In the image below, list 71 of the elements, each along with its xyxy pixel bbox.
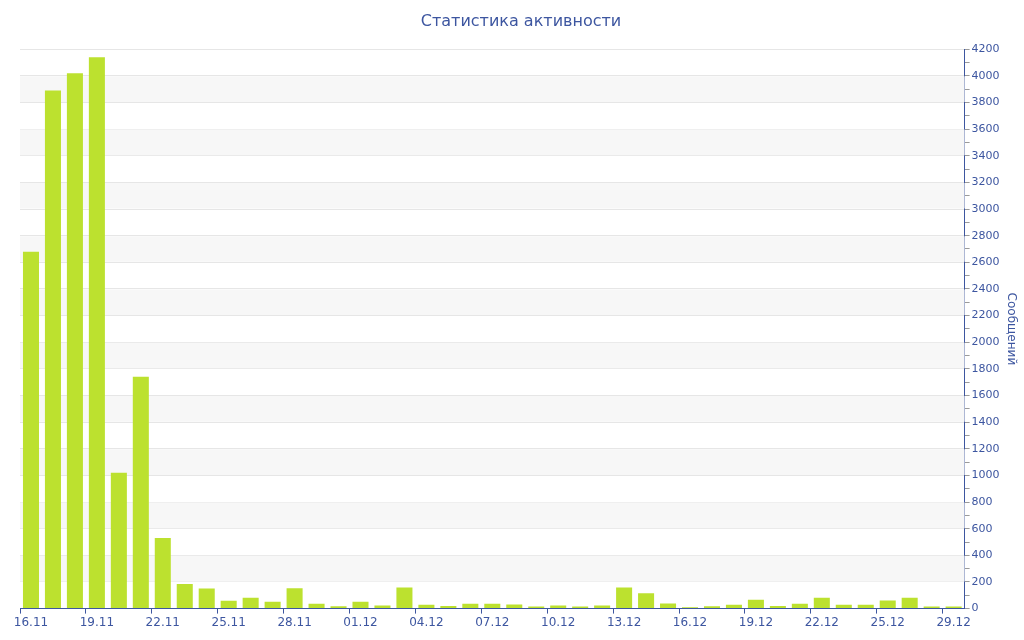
- y-tick-label: 4200: [971, 42, 1000, 56]
- bar: [220, 600, 237, 609]
- y-tick-label: 200: [971, 574, 993, 588]
- bar: [242, 597, 259, 609]
- bar: [396, 587, 413, 609]
- x-tick-label: 01.12: [343, 614, 378, 629]
- bar: [66, 73, 83, 609]
- y-tick-label: 1800: [971, 361, 1000, 375]
- bar: [110, 472, 127, 609]
- bar: [176, 583, 193, 609]
- y-tick-label: 4000: [971, 68, 1000, 82]
- y-axis-title: Сообщений: [1004, 292, 1019, 366]
- bar: [638, 593, 655, 609]
- x-tick-label: 25.12: [870, 614, 905, 629]
- x-tick-label: 10.12: [541, 614, 576, 629]
- y-tick-label: 1000: [971, 468, 1000, 482]
- bar: [879, 600, 896, 609]
- x-tick-label: 07.12: [475, 614, 510, 629]
- y-tick-label: 0: [971, 601, 979, 615]
- bar: [901, 597, 918, 609]
- y-tick-label: 2800: [971, 228, 1000, 242]
- bar: [132, 376, 149, 609]
- bar: [616, 587, 633, 609]
- y-tick-label: 1600: [971, 388, 1000, 402]
- x-tick-label: 13.12: [606, 614, 642, 629]
- bar: [308, 603, 325, 609]
- bar: [747, 599, 764, 609]
- y-tick-label: 3800: [971, 95, 1000, 109]
- y-tick-label: 2200: [971, 308, 1000, 322]
- y-tick-label: 3600: [971, 121, 1000, 135]
- y-tick-label: 1400: [971, 414, 1000, 428]
- bar: [88, 57, 105, 609]
- x-tick-label: 19.12: [738, 614, 774, 629]
- y-tick-label: 2000: [971, 335, 1000, 349]
- y-tick-label: 2600: [971, 255, 1000, 269]
- chart-title: Статистика активности: [420, 10, 622, 30]
- y-tick-label: 1200: [971, 441, 1000, 455]
- bar: [769, 605, 786, 609]
- x-tick-label: 16.12: [672, 614, 708, 629]
- y-tick-label: 800: [971, 494, 993, 508]
- x-tick-label: 04.12: [409, 614, 444, 629]
- bar: [44, 90, 61, 609]
- y-tick-label: 3000: [971, 201, 1000, 215]
- x-tick-label: 22.12: [804, 614, 839, 629]
- x-tick-label: 25.11: [211, 614, 246, 629]
- bar: [484, 603, 501, 609]
- x-tick-label: 28.11: [277, 614, 312, 629]
- bar: [791, 603, 808, 609]
- bar: [154, 538, 171, 609]
- y-tick-label: 3400: [971, 148, 1000, 162]
- bar: [22, 251, 39, 609]
- bar: [440, 605, 457, 609]
- y-tick-label: 400: [971, 548, 993, 562]
- bar: [725, 604, 742, 609]
- bar: [198, 588, 215, 609]
- y-tick-label: 2400: [971, 281, 1000, 295]
- y-tick-label: 3200: [971, 175, 1000, 189]
- bar: [352, 601, 369, 609]
- bar: [835, 604, 852, 609]
- bar: [462, 603, 479, 609]
- x-tick-label: 29.12: [936, 614, 971, 629]
- bar: [286, 588, 303, 609]
- bar: [506, 604, 523, 609]
- bar: [813, 597, 830, 609]
- y-tick-label: 600: [971, 521, 993, 535]
- x-tick-label: 16.11: [13, 614, 49, 629]
- x-tick-label: 22.11: [145, 614, 180, 629]
- bar: [264, 601, 281, 609]
- x-tick-label: 19.11: [79, 614, 115, 629]
- bar: [857, 604, 874, 609]
- bar: [418, 604, 435, 609]
